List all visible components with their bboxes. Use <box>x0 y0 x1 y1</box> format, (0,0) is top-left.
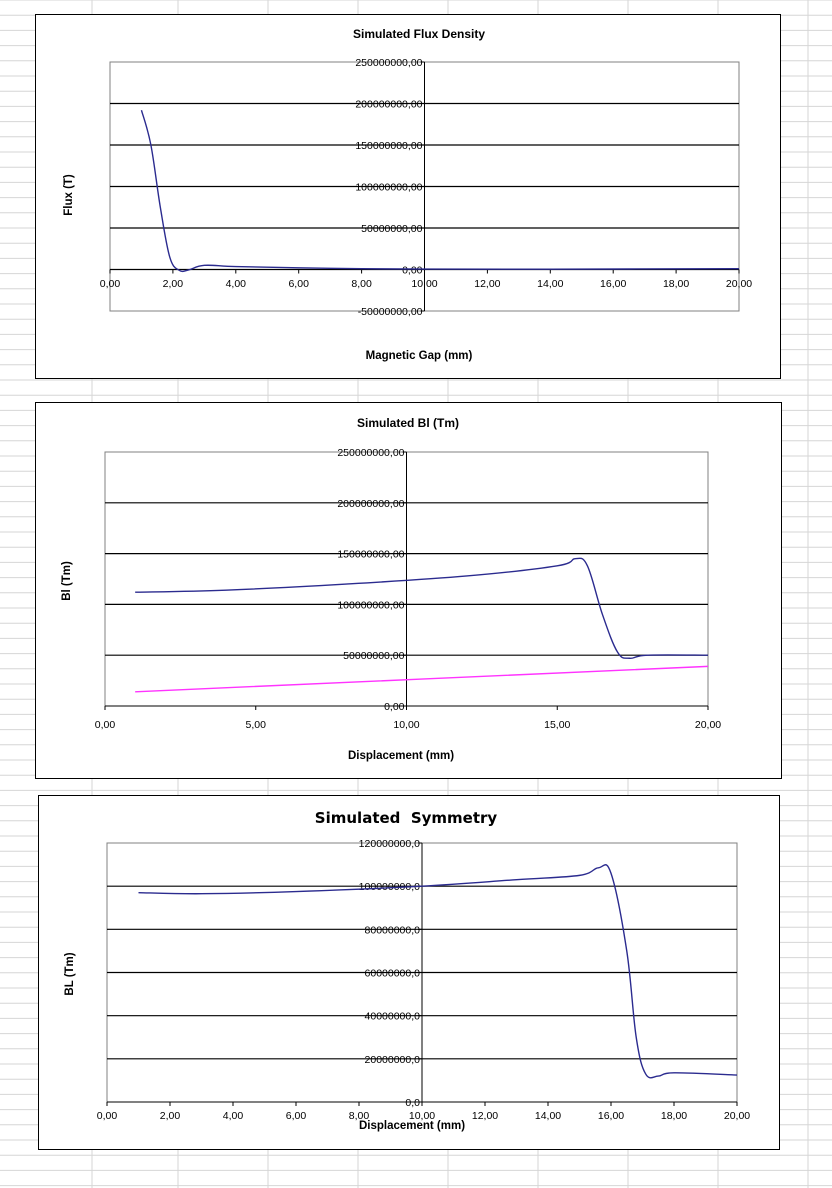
x-tick-label: 10,00 <box>411 278 437 290</box>
x-tick-label: 4,00 <box>223 1110 244 1122</box>
x-tick-label: 12,00 <box>472 1110 498 1122</box>
y-tick-label: 0,00 <box>384 701 405 713</box>
y-tick-label: 100000000,00 <box>337 599 404 611</box>
y-tick-label: 80000000,0 <box>365 924 421 936</box>
y-tick-label: 150000000,00 <box>337 549 404 561</box>
x-tick-label: 16,00 <box>600 278 626 290</box>
y-tick-label: -50000000,00 <box>358 306 423 318</box>
y-tick-label: 120000000,0 <box>359 838 420 850</box>
y-axis-title: Flux (T) <box>63 174 75 216</box>
x-tick-label: 6,00 <box>286 1110 307 1122</box>
x-tick-label: 5,00 <box>246 719 267 731</box>
x-tick-label: 12,00 <box>474 278 500 290</box>
x-tick-label: 14,00 <box>537 278 563 290</box>
y-tick-label: 250000000,00 <box>355 57 422 69</box>
y-tick-label: 150000000,00 <box>355 140 422 152</box>
series-line <box>138 864 738 1079</box>
x-tick-label: 10,00 <box>409 1110 435 1122</box>
x-tick-label: 20,00 <box>724 1110 750 1122</box>
x-tick-label: 0,00 <box>97 1110 118 1122</box>
x-tick-label: 15,00 <box>544 719 570 731</box>
chart-title: Simulated Symmetry <box>315 809 498 827</box>
x-tick-label: 18,00 <box>661 1110 687 1122</box>
x-tick-label: 4,00 <box>226 278 247 290</box>
y-tick-label: 20000000,0 <box>365 1054 421 1066</box>
y-tick-label: 200000000,00 <box>337 498 404 510</box>
plot-area: 0,00 50000000,00 100000000,00 150000000,00 2… <box>95 447 722 731</box>
series-line <box>135 557 709 659</box>
symmetry-chart[interactable]: Simulated Symmetry BL (Tm) 0,0 20000000,0… <box>38 795 780 1150</box>
y-tick-label: 250000000,00 <box>337 447 404 459</box>
x-tick-label: 2,00 <box>160 1110 181 1122</box>
bl-chart[interactable]: Simulated Bl (Tm) Bl (Tm) Displacement (… <box>35 402 782 779</box>
y-tick-label: 40000000,0 <box>365 1011 421 1023</box>
flux-density-chart[interactable]: Simulated Flux Density Flux (T) Magnetic… <box>35 14 781 379</box>
x-axis-title: Magnetic Gap (mm) <box>366 350 473 362</box>
x-tick-label: 14,00 <box>535 1110 561 1122</box>
y-tick-label: 0,0 <box>405 1097 420 1109</box>
x-tick-label: 6,00 <box>288 278 309 290</box>
x-tick-label: 10,00 <box>393 719 419 731</box>
y-tick-label: 50000000,00 <box>361 223 422 235</box>
y-axis-title: Bl (Tm) <box>61 561 73 601</box>
plot-area: 0,0 20000000,0 40000000,0 60000000,0 8000000… <box>97 838 751 1122</box>
y-axis-title: BL (Tm) <box>64 952 76 995</box>
x-tick-label: 2,00 <box>163 278 184 290</box>
chart-title: Simulated Flux Density <box>353 27 485 41</box>
y-tick-label: 0,00 <box>402 265 423 277</box>
chart-title: Simulated Bl (Tm) <box>357 416 459 430</box>
x-tick-label: 18,00 <box>663 278 689 290</box>
series-line <box>135 665 709 693</box>
x-tick-label: 16,00 <box>598 1110 624 1122</box>
x-tick-label: 8,00 <box>349 1110 370 1122</box>
x-tick-label: 0,00 <box>100 278 121 290</box>
x-tick-label: 20,00 <box>726 278 752 290</box>
y-tick-label: 200000000,00 <box>355 99 422 111</box>
x-tick-label: 20,00 <box>695 719 721 731</box>
y-tick-label: 50000000,00 <box>343 650 404 662</box>
y-tick-label: 100000000,00 <box>355 182 422 194</box>
plot-area: -50000000,00 0,00 50000000,00 100000000,00 1… <box>100 57 753 318</box>
x-axis-title: Displacement (mm) <box>359 1120 465 1132</box>
x-axis-title: Displacement (mm) <box>348 750 454 762</box>
x-tick-label: 0,00 <box>95 719 116 731</box>
series-line <box>140 109 740 273</box>
y-tick-label: 60000000,0 <box>365 968 421 980</box>
x-tick-label: 8,00 <box>351 278 372 290</box>
